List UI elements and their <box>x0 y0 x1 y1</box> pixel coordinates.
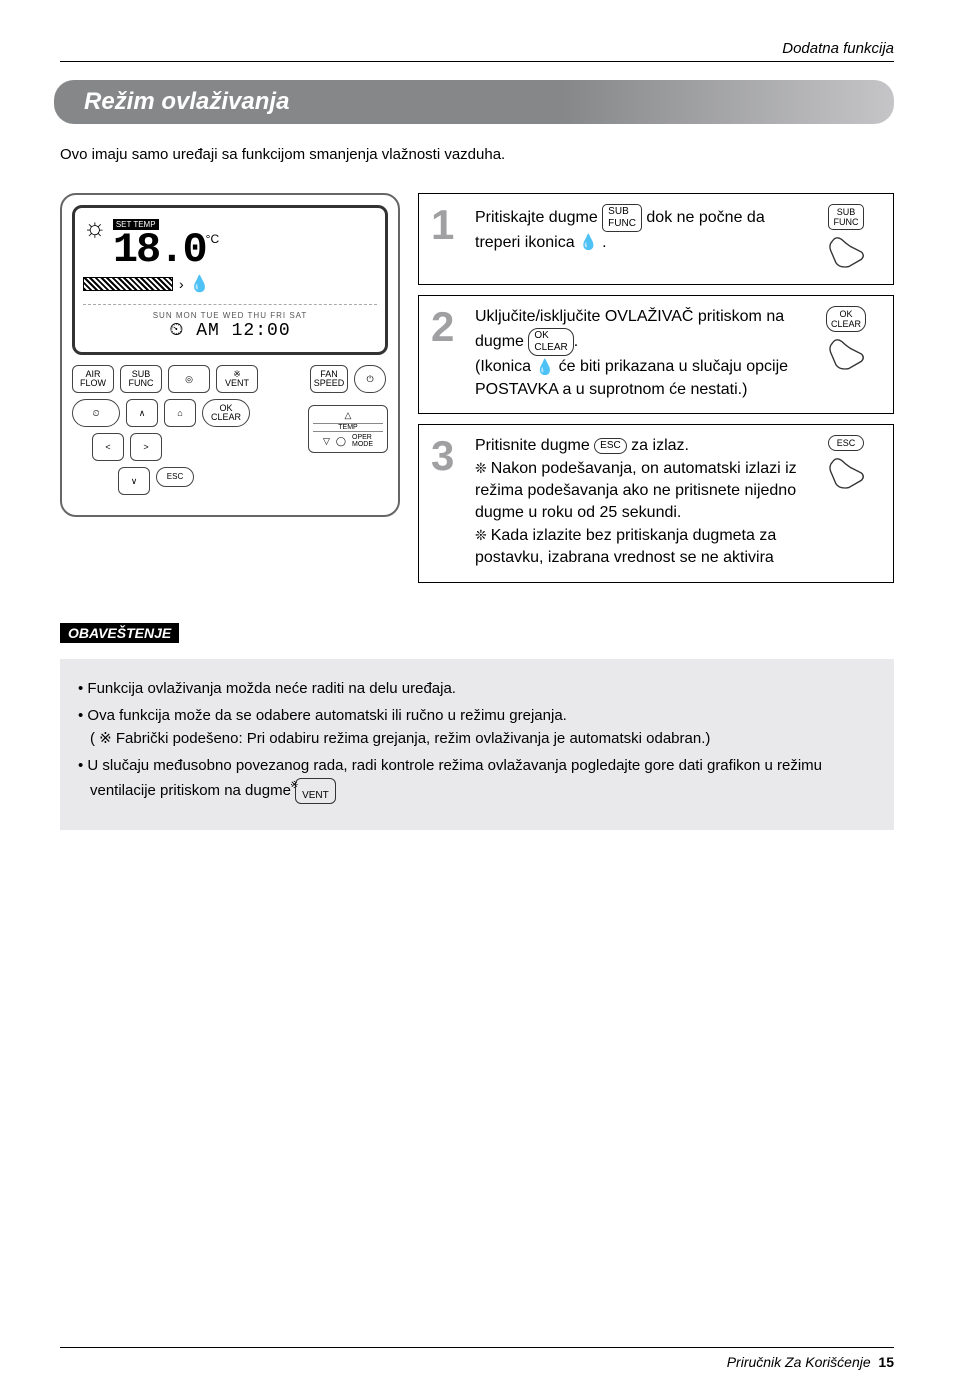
notice-item: Funkcija ovlaživanja možda neće raditi n… <box>78 677 876 700</box>
level-bar <box>83 277 173 291</box>
steps-column: 1 Pritiskajte dugme SUB FUNC dok ne počn… <box>418 193 894 583</box>
drop-icon: 💧 <box>535 357 554 378</box>
remote-illustration: ☼ SET TEMP 18.0°C › 💧 SUN MON TUE WED TH… <box>60 193 400 517</box>
notice-badge: OBAVEŠTENJE <box>60 623 179 643</box>
days-row: SUN MON TUE WED THU FRI SAT <box>83 311 377 320</box>
home-button[interactable]: ⌂ <box>164 399 196 427</box>
press-ok-clear: OK CLEAR <box>826 306 866 332</box>
arrow-icon: › <box>179 276 184 292</box>
press-illustration: SUB FUNC <box>811 204 881 272</box>
section-title: Režim ovlaživanja <box>60 80 894 124</box>
notice-item: Ova funkcija može da se odabere automats… <box>78 704 876 751</box>
asterisk-icon: ❊ <box>475 460 487 476</box>
fan-speed-button[interactable]: FAN SPEED <box>310 365 348 393</box>
ok-clear-inline-button: OK CLEAR <box>528 328 573 356</box>
press-illustration: ESC <box>811 435 881 493</box>
sub-func-button[interactable]: SUB FUNC <box>120 365 162 393</box>
press-esc: ESC <box>828 435 864 451</box>
step-number: 1 <box>431 204 461 246</box>
hand-icon <box>823 453 869 493</box>
step-3: 3 Pritisnite dugme ESC za izlaz. ❊Nakon … <box>418 424 894 582</box>
step-number: 2 <box>431 306 461 348</box>
vent-button[interactable]: ※ VENT <box>216 365 258 393</box>
temp-label: TEMP <box>313 423 383 432</box>
esc-inline-button: ESC <box>594 438 627 454</box>
step-number: 3 <box>431 435 461 477</box>
remote-body: ☼ SET TEMP 18.0°C › 💧 SUN MON TUE WED TH… <box>60 193 400 517</box>
down-button[interactable]: ∨ <box>118 467 150 495</box>
notice-item: U slučaju međusobno povezanog rada, radi… <box>78 754 876 803</box>
hand-icon <box>823 232 869 272</box>
press-illustration: OK CLEAR <box>811 306 881 374</box>
sub-func-inline-button: SUB FUNC <box>602 204 642 232</box>
main-content-row: ☼ SET TEMP 18.0°C › 💧 SUN MON TUE WED TH… <box>60 193 894 583</box>
button-panel: AIR FLOW SUB FUNC ◎ ※ VENT ⏲ ∧ ⌂ OK CLEA… <box>72 365 388 501</box>
right-button[interactable]: > <box>130 433 162 461</box>
step-text: Uključite/isključite OVLAŽIVAČ pritiskom… <box>475 306 797 401</box>
sun-icon: ☼ <box>83 214 107 240</box>
step-1: 1 Pritiskajte dugme SUB FUNC dok ne počn… <box>418 193 894 285</box>
temp-control[interactable]: △ TEMP ▽ ◯ OPER MODE <box>308 405 388 453</box>
left-button[interactable]: < <box>92 433 124 461</box>
ok-clear-button[interactable]: OK CLEAR <box>202 399 250 427</box>
air-flow-button[interactable]: AIR FLOW <box>72 365 114 393</box>
temp-value: 18.0 <box>113 226 206 274</box>
timer-button[interactable]: ⏲ <box>72 399 120 427</box>
vent-inline-button: ※ VENT <box>295 778 336 804</box>
lcd-screen: ☼ SET TEMP 18.0°C › 💧 SUN MON TUE WED TH… <box>72 205 388 355</box>
press-sub-func: SUB FUNC <box>828 204 864 230</box>
drop-icon: 💧 <box>190 274 210 294</box>
hand-icon <box>823 334 869 374</box>
step-2: 2 Uključite/isključite OVLAŽIVAČ pritisk… <box>418 295 894 414</box>
esc-button[interactable]: ESC <box>156 467 194 487</box>
power-button[interactable]: ⏻ <box>354 365 386 393</box>
intro-text: Ovo imaju samo uređaji sa funkcijom sman… <box>60 146 894 163</box>
step-text: Pritiskajte dugme SUB FUNC dok ne počne … <box>475 204 797 254</box>
asterisk-icon: ❊ <box>475 527 487 543</box>
notice-box: Funkcija ovlaživanja možda neće raditi n… <box>60 659 894 830</box>
page-category: Dodatna funkcija <box>60 40 894 62</box>
step-text: Pritisnite dugme ESC za izlaz. ❊Nakon po… <box>475 435 797 569</box>
page-footer: Priručnik Za Korišćenje 15 <box>60 1347 894 1370</box>
target-button[interactable]: ◎ <box>168 365 210 393</box>
drop-icon: 💧 <box>579 232 598 253</box>
temp-unit: °C <box>206 232 219 246</box>
clock-prefix: ⏲ AM <box>169 321 219 341</box>
up-button[interactable]: ∧ <box>126 399 158 427</box>
clock-time: 12:00 <box>232 321 291 341</box>
